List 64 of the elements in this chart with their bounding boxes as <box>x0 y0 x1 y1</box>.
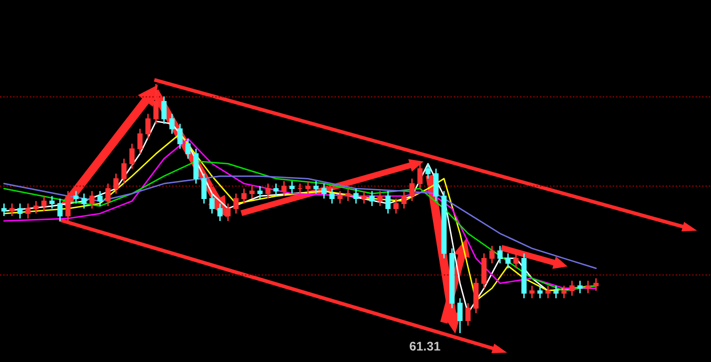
candlestick <box>329 188 335 204</box>
candlestick <box>57 198 63 222</box>
candlestick <box>41 195 47 212</box>
candlestick <box>385 190 391 214</box>
candlestick <box>233 192 239 214</box>
candlestick <box>201 172 207 204</box>
candlestick <box>313 180 319 194</box>
candlestick <box>73 190 79 204</box>
candlestick <box>361 190 367 204</box>
candlestick <box>369 190 375 207</box>
candlestick <box>9 202 15 217</box>
candlestick <box>161 96 167 125</box>
candlestick <box>529 285 535 299</box>
candlestick <box>497 245 503 264</box>
candlestick <box>249 185 255 200</box>
candlestick <box>265 182 271 200</box>
candlestick <box>121 158 127 184</box>
candlestick <box>89 190 95 210</box>
candlestick <box>393 198 399 214</box>
candlestick <box>273 182 279 197</box>
candlestick <box>209 192 215 214</box>
candlestick <box>241 188 247 204</box>
candlestick <box>33 200 39 214</box>
candlestick <box>489 245 495 264</box>
candlestick <box>257 185 263 200</box>
candlestick <box>577 280 583 294</box>
candlestick <box>129 143 135 170</box>
candlestick <box>305 180 311 194</box>
candlestick <box>25 202 31 220</box>
candlestick <box>137 128 143 154</box>
candlestick <box>321 182 327 200</box>
candlestick <box>289 180 295 194</box>
candlestick <box>185 138 191 160</box>
candlestick <box>337 190 343 204</box>
candlestick <box>169 113 175 134</box>
text: 61.31 <box>410 342 440 351</box>
candlestick <box>553 285 559 299</box>
candlestick <box>537 285 543 299</box>
candlestick <box>505 252 511 270</box>
candlestick <box>281 180 287 197</box>
candlestick <box>465 302 471 326</box>
candlestick <box>105 182 111 207</box>
candlestick <box>377 190 383 207</box>
candlestick <box>1 202 7 217</box>
candlestick <box>401 190 407 210</box>
candlestick <box>569 280 575 296</box>
candlestick <box>113 172 119 194</box>
candlestick <box>409 178 415 202</box>
candlestick <box>177 123 183 150</box>
candlestick <box>81 192 87 210</box>
candlestick <box>433 168 439 202</box>
candlestick <box>17 202 23 220</box>
candlestick <box>345 188 351 202</box>
candlestick <box>545 285 551 299</box>
candlestick <box>49 195 55 210</box>
candlestick <box>585 280 591 294</box>
candlestick <box>593 278 599 292</box>
candlestick <box>425 162 431 180</box>
candlestick <box>561 285 567 299</box>
candlestick <box>97 190 103 207</box>
candlestick <box>457 298 463 334</box>
candlestick <box>217 202 223 222</box>
candlestick <box>145 113 151 140</box>
candlestick <box>353 188 359 204</box>
